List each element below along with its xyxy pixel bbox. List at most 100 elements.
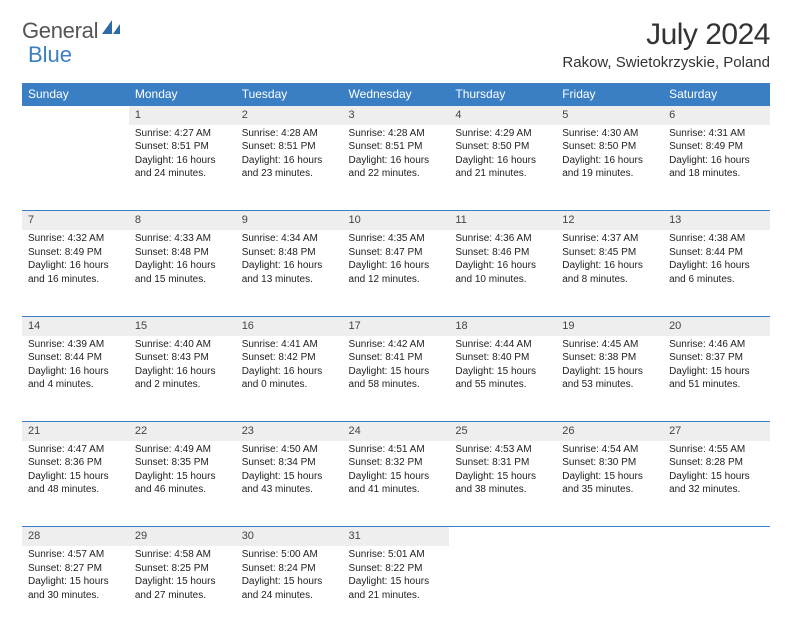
daylight-text-2: and 15 minutes. bbox=[135, 273, 230, 287]
daylight-text: Daylight: 16 hours bbox=[562, 154, 657, 168]
day-number-cell: 18 bbox=[449, 316, 556, 335]
sunset-text: Sunset: 8:48 PM bbox=[242, 246, 337, 260]
day-number-cell: 21 bbox=[22, 422, 129, 441]
day-content-cell: Sunrise: 4:37 AMSunset: 8:45 PMDaylight:… bbox=[556, 230, 663, 316]
calendar-body: 123456Sunrise: 4:27 AMSunset: 8:51 PMDay… bbox=[22, 106, 770, 632]
sunset-text: Sunset: 8:50 PM bbox=[455, 140, 550, 154]
day-content-cell: Sunrise: 4:29 AMSunset: 8:50 PMDaylight:… bbox=[449, 125, 556, 211]
day-number-cell: 10 bbox=[343, 211, 450, 230]
daylight-text: Daylight: 16 hours bbox=[28, 365, 123, 379]
daylight-text: Daylight: 15 hours bbox=[455, 470, 550, 484]
day-content-cell bbox=[22, 125, 129, 211]
day-number-cell: 3 bbox=[343, 106, 450, 125]
daylight-text: Daylight: 16 hours bbox=[242, 154, 337, 168]
daylight-text: Daylight: 16 hours bbox=[242, 365, 337, 379]
day-content-cell: Sunrise: 4:33 AMSunset: 8:48 PMDaylight:… bbox=[129, 230, 236, 316]
day-number-cell: 11 bbox=[449, 211, 556, 230]
sunrise-text: Sunrise: 4:41 AM bbox=[242, 338, 337, 352]
sunset-text: Sunset: 8:43 PM bbox=[135, 351, 230, 365]
sunset-text: Sunset: 8:47 PM bbox=[349, 246, 444, 260]
calendar-table: Sunday Monday Tuesday Wednesday Thursday… bbox=[22, 83, 770, 632]
day-number-cell: 19 bbox=[556, 316, 663, 335]
sunrise-text: Sunrise: 4:39 AM bbox=[28, 338, 123, 352]
day-content-cell: Sunrise: 4:32 AMSunset: 8:49 PMDaylight:… bbox=[22, 230, 129, 316]
day-number-cell: 24 bbox=[343, 422, 450, 441]
sunset-text: Sunset: 8:30 PM bbox=[562, 456, 657, 470]
day-content-cell: Sunrise: 4:41 AMSunset: 8:42 PMDaylight:… bbox=[236, 336, 343, 422]
day-number-cell: 14 bbox=[22, 316, 129, 335]
location-text: Rakow, Swietokrzyskie, Poland bbox=[562, 54, 770, 71]
sunrise-text: Sunrise: 4:28 AM bbox=[349, 127, 444, 141]
daylight-text: Daylight: 15 hours bbox=[562, 365, 657, 379]
sunrise-text: Sunrise: 4:32 AM bbox=[28, 232, 123, 246]
header: General July 2024 Rakow, Swietokrzyskie,… bbox=[22, 18, 770, 71]
daylight-text: Daylight: 16 hours bbox=[135, 365, 230, 379]
sunset-text: Sunset: 8:46 PM bbox=[455, 246, 550, 260]
weekday-header: Thursday bbox=[449, 83, 556, 106]
daylight-text: Daylight: 15 hours bbox=[135, 470, 230, 484]
day-content-cell: Sunrise: 4:31 AMSunset: 8:49 PMDaylight:… bbox=[663, 125, 770, 211]
daylight-text-2: and 16 minutes. bbox=[28, 273, 123, 287]
day-number-cell: 8 bbox=[129, 211, 236, 230]
daylight-text: Daylight: 15 hours bbox=[28, 575, 123, 589]
daylight-text-2: and 0 minutes. bbox=[242, 378, 337, 392]
sunset-text: Sunset: 8:36 PM bbox=[28, 456, 123, 470]
sunrise-text: Sunrise: 4:37 AM bbox=[562, 232, 657, 246]
weekday-header: Sunday bbox=[22, 83, 129, 106]
day-number-cell: 12 bbox=[556, 211, 663, 230]
sunrise-text: Sunrise: 4:27 AM bbox=[135, 127, 230, 141]
day-content-cell: Sunrise: 4:58 AMSunset: 8:25 PMDaylight:… bbox=[129, 546, 236, 632]
sunset-text: Sunset: 8:35 PM bbox=[135, 456, 230, 470]
sunrise-text: Sunrise: 5:00 AM bbox=[242, 548, 337, 562]
sunrise-text: Sunrise: 4:34 AM bbox=[242, 232, 337, 246]
day-content-row: Sunrise: 4:47 AMSunset: 8:36 PM Daylight:… bbox=[22, 441, 770, 527]
daylight-text-2: and 48 minutes. bbox=[28, 483, 123, 497]
sunset-text: Sunset: 8:44 PM bbox=[669, 246, 764, 260]
day-content-cell: Sunrise: 4:55 AMSunset: 8:28 PMDaylight:… bbox=[663, 441, 770, 527]
sunset-text: Sunset: 8:45 PM bbox=[562, 246, 657, 260]
daylight-text-2: and 27 minutes. bbox=[135, 589, 230, 603]
sunrise-text: Sunrise: 4:35 AM bbox=[349, 232, 444, 246]
weekday-header: Saturday bbox=[663, 83, 770, 106]
sunrise-text: Sunrise: 4:38 AM bbox=[669, 232, 764, 246]
daylight-text: Daylight: 15 hours bbox=[349, 470, 444, 484]
day-content-row: Sunrise: 4:39 AMSunset: 8:44 PMDaylight:… bbox=[22, 336, 770, 422]
daylight-text: Daylight: 15 hours bbox=[349, 365, 444, 379]
day-number-cell: 30 bbox=[236, 527, 343, 546]
daylight-text-2: and 23 minutes. bbox=[242, 167, 337, 181]
daylight-text-2: and 41 minutes. bbox=[349, 483, 444, 497]
day-content-row: Sunrise: 4:27 AM Sunset: 8:51 PM Daylight:… bbox=[22, 125, 770, 211]
daylight-text: Daylight: 15 hours bbox=[455, 365, 550, 379]
day-number-cell bbox=[22, 106, 129, 125]
daylight-text-2: and 19 minutes. bbox=[562, 167, 657, 181]
daylight-text: Daylight: 16 hours bbox=[242, 259, 337, 273]
sunset-text: Sunset: 8:44 PM bbox=[28, 351, 123, 365]
daylight-text: Daylight: 16 hours bbox=[455, 154, 550, 168]
daylight-text: Daylight: 16 hours bbox=[562, 259, 657, 273]
day-content-cell: Sunrise: 4:27 AMSunset: 8:51 PMDaylight:… bbox=[129, 125, 236, 211]
daylight-text: Daylight: 15 hours bbox=[349, 575, 444, 589]
day-content-cell: Sunrise: 4:47 AMSunset: 8:36 PMDaylight:… bbox=[22, 441, 129, 527]
sunrise-text: Sunrise: 4:36 AM bbox=[455, 232, 550, 246]
sunset-text: Sunset: 8:51 PM bbox=[349, 140, 444, 154]
day-number-cell: 1 bbox=[129, 106, 236, 125]
weekday-header: Friday bbox=[556, 83, 663, 106]
sunset-text: Sunset: 8:49 PM bbox=[28, 246, 123, 260]
day-content-cell: Sunrise: 4:39 AMSunset: 8:44 PMDaylight:… bbox=[22, 336, 129, 422]
day-number-cell: 9 bbox=[236, 211, 343, 230]
daylight-text: Daylight: 15 hours bbox=[562, 470, 657, 484]
day-number-cell: 15 bbox=[129, 316, 236, 335]
day-number-cell: 16 bbox=[236, 316, 343, 335]
daylight-text-2: and 58 minutes. bbox=[349, 378, 444, 392]
sunrise-text: Sunrise: 4:47 AM bbox=[28, 443, 123, 457]
daylight-text-2: and 4 minutes. bbox=[28, 378, 123, 392]
day-content-cell: Sunrise: 4:35 AMSunset: 8:47 PMDaylight:… bbox=[343, 230, 450, 316]
day-content-cell: Sunrise: 4:30 AMSunset: 8:50 PMDaylight:… bbox=[556, 125, 663, 211]
daylight-text-2: and 32 minutes. bbox=[669, 483, 764, 497]
logo: General bbox=[22, 18, 122, 44]
day-number-cell: 27 bbox=[663, 422, 770, 441]
day-number-cell bbox=[556, 527, 663, 546]
daylight-text-2: and 24 minutes. bbox=[242, 589, 337, 603]
day-content-cell: Sunrise: 4:38 AMSunset: 8:44 PMDaylight:… bbox=[663, 230, 770, 316]
daylight-text-2: and 18 minutes. bbox=[669, 167, 764, 181]
